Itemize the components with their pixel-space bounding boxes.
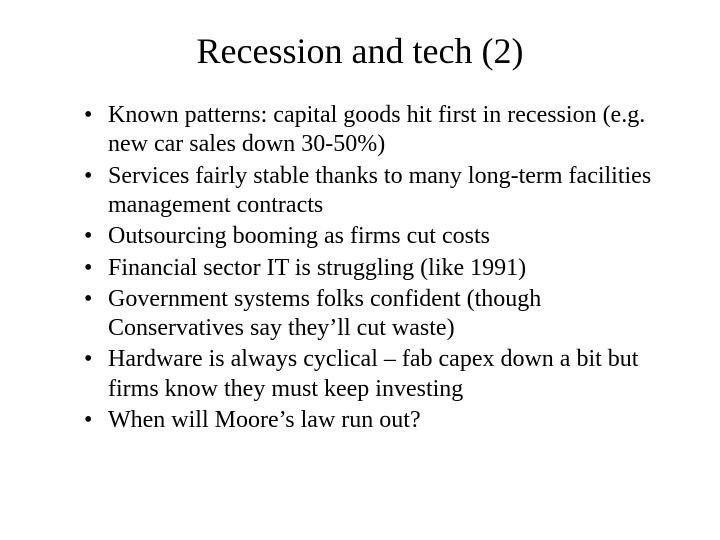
list-item: Hardware is always cyclical – fab capex … <box>90 345 660 404</box>
bullet-list: Known patterns: capital goods hit first … <box>60 101 660 435</box>
list-item: When will Moore’s law run out? <box>90 406 660 435</box>
list-item: Outsourcing booming as firms cut costs <box>90 222 660 251</box>
list-item: Government systems folks confident (thou… <box>90 285 660 344</box>
list-item: Known patterns: capital goods hit first … <box>90 101 660 160</box>
slide-title: Recession and tech (2) <box>60 30 660 73</box>
list-item: Services fairly stable thanks to many lo… <box>90 162 660 221</box>
slide: Recession and tech (2) Known patterns: c… <box>0 0 720 540</box>
list-item: Financial sector IT is struggling (like … <box>90 254 660 283</box>
